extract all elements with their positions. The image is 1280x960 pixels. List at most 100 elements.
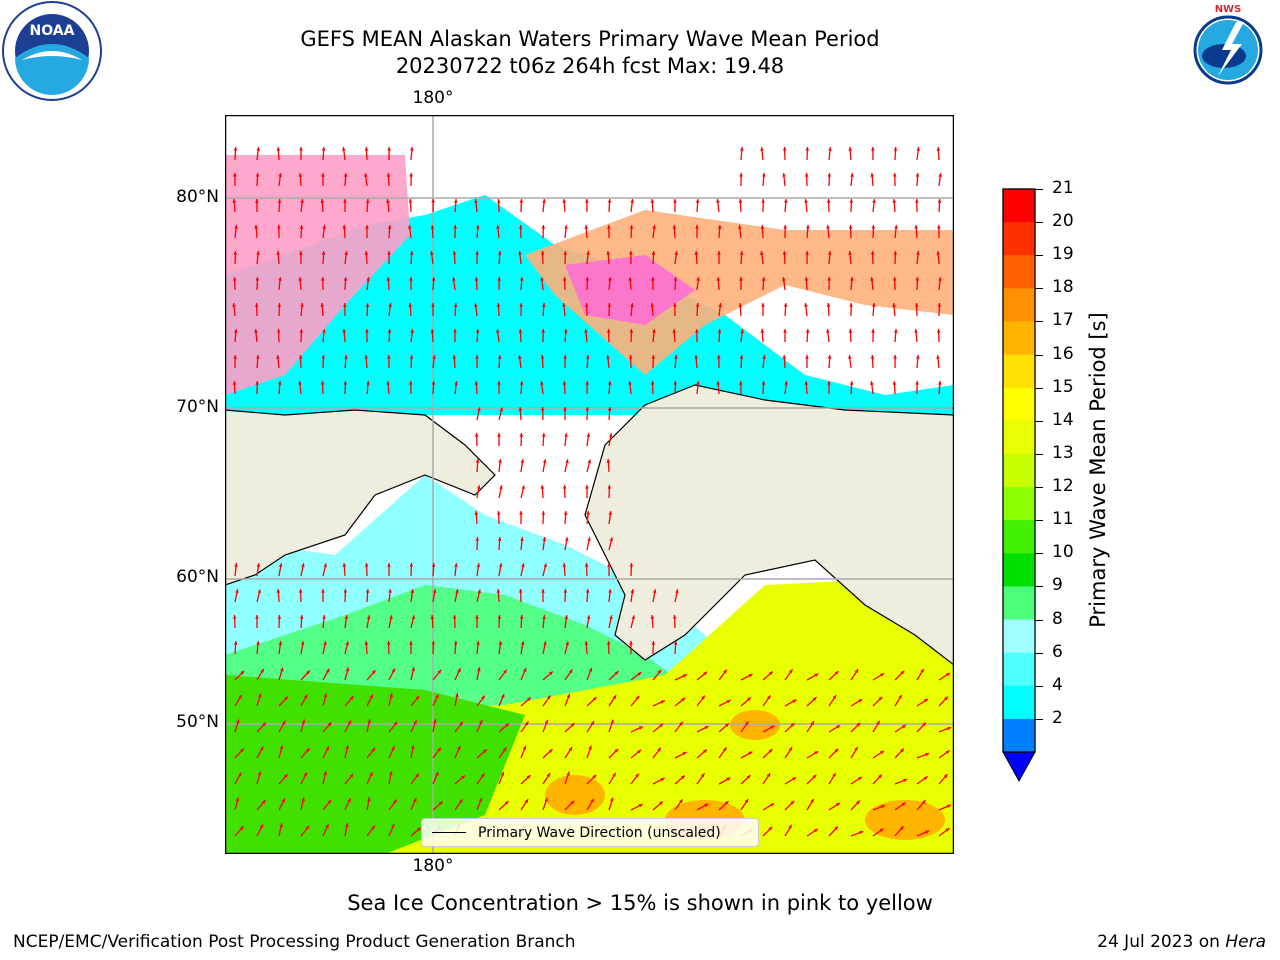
- wave-direction-arrowhead: [496, 303, 501, 307]
- wave-direction-arrowhead: [682, 752, 687, 756]
- colorbar-tick-label: 16: [1052, 343, 1074, 364]
- wave-direction-arrowhead: [345, 823, 349, 828]
- wave-direction-arrowhead: [409, 381, 413, 385]
- wave-direction-arrowhead: [584, 641, 589, 645]
- wave-direction-arrowhead: [431, 381, 436, 385]
- wave-direction-arrowhead: [282, 720, 286, 725]
- wave-direction-arrowhead: [814, 751, 819, 755]
- wave-direction-arrowhead: [238, 694, 242, 699]
- wave-direction-arrowhead: [523, 668, 527, 672]
- wave-direction-arrowhead: [586, 251, 590, 255]
- wave-direction-arrowhead: [437, 669, 442, 674]
- wave-direction-arrowhead: [408, 199, 413, 203]
- colorbar-segment: [1003, 520, 1035, 554]
- wave-direction-arrowhead: [631, 615, 635, 620]
- wave-direction-arrowhead: [413, 720, 417, 725]
- wave-direction-arrowhead: [898, 694, 902, 699]
- wave-direction-arrowhead: [542, 303, 546, 307]
- wave-direction-arrowhead: [410, 147, 414, 151]
- wave-direction-arrowhead: [899, 826, 904, 831]
- wave-direction-arrowhead: [748, 751, 753, 755]
- wave-direction-arrowhead: [790, 723, 795, 727]
- wave-direction-arrowhead: [522, 745, 527, 750]
- wave-direction-arrowhead: [716, 199, 720, 203]
- wave-direction-arrowhead: [893, 251, 898, 255]
- siberia-land: [225, 409, 496, 586]
- wave-direction-arrowhead: [474, 381, 479, 385]
- wave-direction-arrowhead: [519, 511, 523, 515]
- sea-ice-band-west: [225, 155, 410, 395]
- footer-branch: NCEP/EMC/Verification Post Processing Pr…: [13, 932, 576, 952]
- wave-direction-arrowhead: [299, 251, 303, 255]
- wave-direction-arrowhead: [519, 381, 524, 385]
- wave-direction-arrowhead: [638, 804, 643, 808]
- wave-direction-arrowhead: [612, 695, 617, 700]
- wave-direction-arrowhead: [650, 199, 655, 203]
- wave-direction-arrowhead: [496, 589, 501, 593]
- wave-direction-arrowhead: [738, 303, 743, 307]
- wave-direction-arrowhead: [726, 700, 731, 704]
- wave-direction-arrowhead: [541, 589, 545, 593]
- wave-direction-arrowhead: [343, 173, 348, 177]
- wave-direction-arrowhead: [892, 381, 897, 385]
- wave-direction-arrowhead: [542, 537, 547, 541]
- colorbar-segment: [1003, 487, 1035, 521]
- wave-direction-arrowhead: [477, 407, 481, 412]
- wave-direction-arrowhead: [586, 615, 591, 619]
- wave-direction-arrowhead: [321, 173, 325, 177]
- wave-direction-arrowhead: [945, 750, 950, 755]
- wave-direction-arrowhead: [584, 563, 589, 567]
- wave-direction-arrowhead: [834, 826, 838, 831]
- wave-direction-arrowhead: [761, 381, 766, 385]
- wave-direction-arrowhead: [342, 563, 347, 567]
- lat-label-60n: 60°N: [176, 567, 219, 587]
- wave-direction-arrowhead: [673, 303, 677, 307]
- wave-direction-arrowhead: [703, 671, 708, 676]
- wave-direction-arrowhead: [411, 745, 415, 750]
- wave-direction-arrowhead: [879, 828, 884, 833]
- wave-direction-arrowhead: [501, 694, 505, 698]
- wave-direction-arrowhead: [680, 775, 685, 780]
- wave-direction-arrowhead: [524, 799, 529, 804]
- wave-direction-arrowhead: [323, 771, 327, 776]
- wave-direction-arrowhead: [849, 381, 854, 385]
- wave-direction-arrowhead: [410, 589, 415, 593]
- wave-direction-arrowhead: [519, 615, 524, 619]
- wave-direction-arrowhead: [411, 615, 415, 620]
- colorbar-tick-label: 13: [1052, 442, 1074, 463]
- wave-direction-arrowhead: [836, 725, 841, 729]
- wave-direction-arrowhead: [502, 747, 507, 752]
- wave-direction-arrowhead: [452, 615, 457, 619]
- wave-direction-arrowhead: [606, 329, 611, 333]
- wave-direction-arrowhead: [903, 778, 908, 783]
- wave-direction-arrowhead: [520, 277, 524, 281]
- wave-direction-arrowhead: [298, 173, 303, 177]
- wave-direction-arrowhead: [916, 251, 920, 255]
- wave-direction-arrowhead: [696, 381, 700, 385]
- wave-direction-arrowhead: [562, 485, 567, 489]
- wave-direction-arrowhead: [717, 225, 722, 229]
- colorbar-segment: [1003, 718, 1035, 753]
- wave-direction-arrowhead: [474, 277, 479, 281]
- wave-direction-arrowhead: [849, 303, 853, 307]
- wave-direction-arrowhead: [826, 329, 830, 333]
- wave-direction-arrowhead: [804, 277, 809, 281]
- wave-direction-arrowhead: [430, 251, 434, 255]
- wave-direction-arrowhead: [739, 277, 743, 281]
- wave-direction-arrowhead: [893, 355, 897, 359]
- wave-direction-arrowhead: [570, 723, 575, 727]
- wave-direction-arrowhead: [766, 773, 771, 778]
- wave-direction-arrowhead: [256, 641, 260, 645]
- wave-direction-arrowhead: [921, 800, 926, 805]
- wave-direction-arrowhead: [393, 799, 397, 804]
- north-pacific-green: [225, 675, 525, 854]
- wave-direction-arrowhead: [432, 589, 437, 593]
- wave-direction-arrowhead: [387, 563, 391, 567]
- wave-direction-arrowhead: [499, 407, 503, 412]
- wave-direction-arrowhead: [804, 199, 808, 203]
- wave-direction-arrowhead: [650, 303, 654, 307]
- wave-direction-arrowhead: [788, 824, 792, 829]
- wave-direction-arrowhead: [409, 277, 413, 281]
- wave-direction-arrowhead: [233, 251, 238, 255]
- wave-direction-arrowhead: [278, 381, 282, 385]
